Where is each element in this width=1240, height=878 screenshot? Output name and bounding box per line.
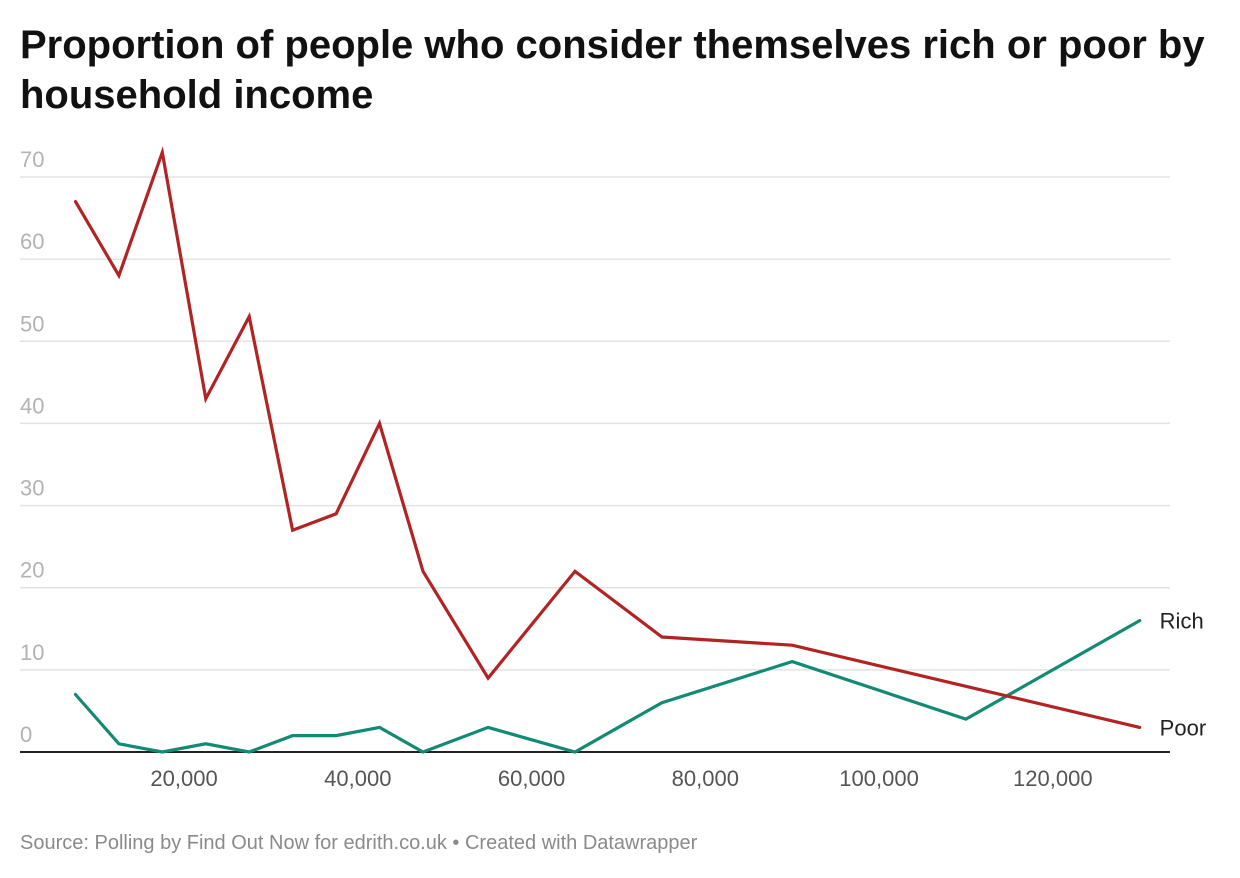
chart-title: Proportion of people who consider themse… bbox=[20, 23, 1205, 117]
x-tick-label: 60,000 bbox=[498, 766, 565, 791]
x-tick-label: 120,000 bbox=[1013, 766, 1093, 791]
x-tick-label: 40,000 bbox=[324, 766, 391, 791]
source-note: Source: Polling by Find Out Now for edri… bbox=[20, 832, 698, 854]
y-tick-label: 70 bbox=[20, 147, 44, 172]
series-labels: Poor Rich bbox=[1160, 609, 1206, 741]
x-tick-label: 80,000 bbox=[672, 766, 739, 791]
x-tick-label: 100,000 bbox=[839, 766, 919, 791]
y-tick-label: 20 bbox=[20, 558, 44, 583]
series-label-rich: Rich bbox=[1160, 609, 1204, 634]
x-axis: 20,000 40,000 60,000 80,000 100,000 120,000 bbox=[150, 766, 1092, 791]
y-tick-label: 30 bbox=[20, 476, 44, 501]
y-tick-label: 10 bbox=[20, 640, 44, 665]
gridlines bbox=[20, 176, 1170, 671]
series-line-poor bbox=[73, 146, 1142, 730]
series-label-poor: Poor bbox=[1160, 715, 1206, 740]
y-tick-label: 40 bbox=[20, 393, 44, 418]
y-tick-label: 0 bbox=[20, 722, 32, 747]
series-line-rich bbox=[73, 618, 1142, 754]
x-tick-label: 20,000 bbox=[150, 766, 217, 791]
y-tick-label: 50 bbox=[20, 311, 44, 336]
y-tick-label: 60 bbox=[20, 229, 44, 254]
series-lines bbox=[73, 146, 1142, 754]
y-axis: 0 10 20 30 40 50 60 70 bbox=[20, 147, 44, 747]
